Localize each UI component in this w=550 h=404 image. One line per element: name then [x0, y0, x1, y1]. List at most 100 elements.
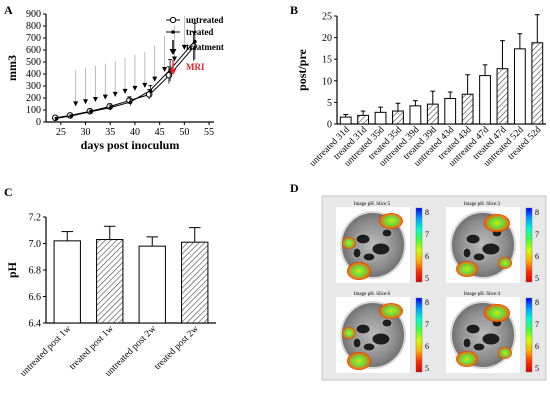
treatment-arrow-head — [132, 85, 138, 91]
panel-a-y-tick-label: 100 — [26, 105, 41, 116]
panel-b-y-axis-label: post/pre — [295, 48, 309, 90]
mri-cavity — [355, 233, 371, 245]
panel-a-y-tick-label: 600 — [26, 45, 41, 56]
panel-a-x-tick-label: 40 — [130, 127, 140, 138]
mri-colorbar — [525, 297, 533, 373]
legend-label-treatment: treatment — [186, 42, 224, 52]
panel-c-bar — [53, 240, 81, 324]
mri-tumor-ph-overlay — [498, 257, 512, 269]
mri-cavity — [355, 323, 371, 335]
panel-a-x-tick-label: 45 — [155, 127, 165, 138]
panel-c-bar — [96, 239, 124, 324]
panel-b-bar — [531, 42, 544, 125]
panel-c-category-label: treated post 1w — [68, 324, 116, 372]
panel-b-bar — [339, 116, 352, 125]
mri-colorbar — [525, 207, 533, 283]
mri-tumor-ph-overlay — [484, 214, 510, 232]
panel-a-x-axis-label: days post inoculum — [81, 138, 180, 152]
mri-cavity — [371, 242, 391, 256]
panel-c-y-tick-label: 6.8 — [29, 266, 42, 277]
panel-a-series-line-untreated — [55, 46, 195, 119]
mri-colorbar — [415, 297, 423, 373]
mri-tumor-ph-overlay — [342, 327, 356, 339]
treatment-arrow-head — [142, 82, 148, 88]
panel-b-bar — [444, 98, 457, 125]
mri-colorbar-label: 7 — [535, 320, 539, 329]
mri-colorbar-label: 8 — [535, 208, 539, 217]
mri-tumor-ph-overlay — [456, 351, 478, 367]
mri-colorbar-label: 7 — [425, 320, 429, 329]
panel-c-y-tick-label: 6.4 — [29, 319, 42, 330]
mri-colorbar-label: 6 — [425, 252, 429, 261]
panel-a-y-tick-label: 200 — [26, 93, 41, 104]
panel-letter-c: C — [4, 185, 13, 199]
treatment-arrow-head — [83, 99, 89, 105]
mri-colorbar-label: 7 — [535, 230, 539, 239]
panel-b-y-tick-label: 5 — [327, 98, 332, 109]
mri-image-4: Image pH. Slice:4 8 7 6 5 — [446, 292, 539, 373]
mri-colorbar-label: 5 — [425, 274, 429, 283]
mri-cavity — [472, 342, 486, 352]
panel-c-y-axis-label: pH — [5, 261, 19, 278]
panel-a-x-tick-label: 30 — [81, 127, 91, 138]
treatment-arrow-head — [181, 44, 187, 50]
panel-b-bar — [392, 110, 404, 125]
mri-colorbar-label: 6 — [535, 252, 539, 261]
mri-colorbar-label: 6 — [425, 342, 429, 351]
treatment-arrow-head — [92, 97, 98, 102]
panel-a-x-tick-label: 25 — [56, 127, 66, 138]
mri-cavity — [462, 337, 472, 349]
panel-b-y-tick-label: 10 — [322, 76, 332, 87]
panel-c-category-label: treated post 2w — [153, 324, 201, 372]
mri-colorbar-label: 6 — [535, 342, 539, 351]
mri-image-title: Image pH. Slice:4 — [464, 292, 501, 297]
mri-colorbar-label: 8 — [425, 298, 429, 307]
mri-colorbar-label: 8 — [535, 298, 539, 307]
panel-a-series-line-treated — [55, 41, 195, 119]
panel-a-x-tick-label: 35 — [105, 127, 115, 138]
mri-cavity — [462, 247, 472, 259]
mri-tumor-ph-overlay — [379, 213, 403, 229]
mri-cavity — [352, 337, 362, 349]
mri-cavity — [362, 342, 376, 352]
mri-colorbar-label: 8 — [425, 208, 429, 217]
panel-a-y-tick-label: 0 — [36, 117, 41, 128]
panel-a-x-tick-label: 55 — [204, 127, 214, 138]
panel-b-y-tick-label: 0 — [327, 120, 332, 131]
mri-cavity — [472, 252, 486, 262]
panel-a-y-tick-label: 800 — [26, 21, 41, 32]
mri-image-title: Image pH. Slice:6 — [354, 292, 391, 297]
mri-cavity — [381, 228, 393, 238]
mri-colorbar-label: 7 — [425, 230, 429, 239]
treatment-arrow-head — [112, 91, 118, 97]
mri-tumor-ph-overlay — [342, 237, 356, 249]
panel-b-bar — [374, 111, 387, 125]
mri-cavity — [352, 247, 362, 259]
treatment-arrow-head — [122, 88, 128, 94]
panel-a-legend: untreated treated treatment MRI — [166, 15, 224, 75]
panel-letter-a: A — [4, 3, 13, 17]
panel-c-y-tick-label: 7.0 — [29, 239, 42, 250]
mri-tumor-ph-overlay — [456, 261, 478, 277]
mri-tumor-ph-overlay — [484, 304, 510, 322]
panel-a-x-tick-label: 50 — [179, 127, 189, 138]
panel-b-bar — [409, 105, 422, 125]
mri-image-1: Image pH. Slice:5 8 7 6 5 — [336, 202, 429, 283]
panel-a-point-treated — [148, 89, 153, 93]
mri-cavity — [371, 332, 391, 346]
panel-a-y-axis-label: mm3 — [5, 55, 19, 81]
mri-cavity — [465, 233, 481, 245]
panel-c-y-tick-label: 7.2 — [29, 213, 42, 224]
mri-tumor-ph-overlay — [347, 352, 371, 370]
panel-a-point-treated — [54, 116, 59, 121]
panel-a-y-tick-label: 400 — [26, 69, 41, 80]
panel-a-point-treated — [128, 100, 133, 104]
panel-a-y-tick-label: 900 — [26, 9, 41, 20]
panel-a-y-tick-label: 500 — [26, 57, 41, 68]
panel-a-point-treated — [193, 39, 197, 44]
panel-c-bar — [138, 245, 166, 324]
treatment-arrow-head — [162, 67, 168, 72]
panel-d-mri-images: Image pH. Slice:5 8 7 6 5 Image pH. Slice:3 8 7… — [321, 195, 547, 381]
